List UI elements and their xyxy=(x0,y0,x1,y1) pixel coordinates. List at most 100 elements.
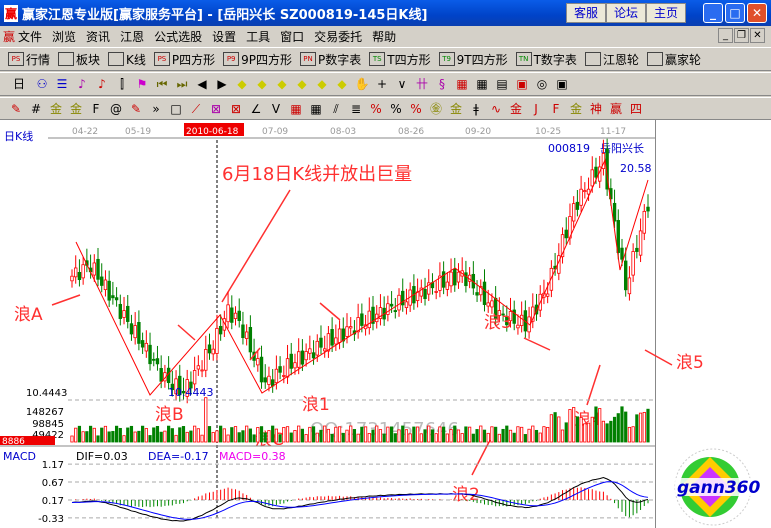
list-icon[interactable]: ☰ xyxy=(56,77,68,91)
pn-icon: PN xyxy=(300,52,317,66)
gold6-icon[interactable]: 金 xyxy=(569,101,582,116)
toolbar-item-6[interactable]: TS T四方形 xyxy=(369,51,431,68)
win-icon[interactable]: 赢 xyxy=(609,101,622,116)
four-icon[interactable]: 四 xyxy=(629,101,642,116)
right-icon[interactable]: ▶ xyxy=(217,77,227,91)
chart-area[interactable] xyxy=(0,120,656,528)
zoom-h-icon[interactable]: ◆ xyxy=(277,77,287,91)
eraser-icon[interactable]: ✎ xyxy=(130,101,142,116)
toolbar-item-3[interactable]: PS P四方形 xyxy=(153,51,215,68)
gold4-icon[interactable]: 金 xyxy=(449,101,462,116)
toolbar-item-4[interactable]: P9 9P四方形 xyxy=(223,51,292,68)
zoom-out-icon[interactable]: ◆ xyxy=(317,77,327,91)
fan-icon[interactable]: ⟋ xyxy=(191,101,201,116)
menu-window[interactable]: 窗口 xyxy=(280,29,305,44)
line-icon[interactable]: ∨ xyxy=(397,77,407,91)
percent-icon[interactable]: % xyxy=(370,101,382,116)
percent2-icon[interactable]: % xyxy=(390,101,402,116)
grid-lines-icon[interactable]: # xyxy=(30,101,42,116)
menu-file[interactable]: 文件 xyxy=(18,29,43,44)
bar-icon[interactable]: ♪ xyxy=(78,77,86,91)
menu-browse[interactable]: 浏览 xyxy=(52,29,77,44)
parallel-icon[interactable]: ⫽ xyxy=(333,101,339,116)
v-icon[interactable]: V xyxy=(271,101,281,116)
candle xyxy=(482,281,487,305)
indicator-icon[interactable]: ⚇ xyxy=(36,77,48,91)
menu-trade[interactable]: 交易委托 xyxy=(314,29,363,44)
more-icon[interactable]: » xyxy=(152,101,160,116)
spiral-icon[interactable]: @ xyxy=(110,101,122,116)
gann-grid-icon[interactable]: ⊠ xyxy=(230,101,242,116)
menu-formula[interactable]: 公式选股 xyxy=(154,29,203,44)
tool1-icon[interactable]: 卄 xyxy=(415,77,428,91)
last-icon[interactable]: ⏭ xyxy=(176,77,188,91)
maximize-icon[interactable]: □ xyxy=(725,3,745,23)
calculator-icon[interactable]: ▦ xyxy=(476,77,488,91)
gold1-icon[interactable]: 金 xyxy=(49,101,62,116)
volume-bar xyxy=(475,429,479,443)
forum-button[interactable]: 论坛 xyxy=(606,3,646,23)
crosshair-icon[interactable]: + xyxy=(376,77,388,91)
minimize-icon[interactable]: _ xyxy=(703,3,723,23)
toolbar-item-5[interactable]: PN P数字表 xyxy=(300,51,361,68)
calendar-icon[interactable]: ▦ xyxy=(456,77,468,91)
tool2-icon[interactable]: § xyxy=(439,77,445,91)
f2-icon[interactable]: F xyxy=(552,101,560,116)
zoom-all-icon[interactable]: ◆ xyxy=(337,77,347,91)
menu-gann[interactable]: 江恩 xyxy=(120,29,145,44)
notes-icon[interactable]: ▤ xyxy=(496,77,508,91)
god-icon[interactable]: 神 xyxy=(589,101,602,116)
volume-bar xyxy=(111,431,115,443)
mdi-minimize-icon[interactable]: _ xyxy=(718,28,733,43)
f-icon[interactable]: F xyxy=(92,101,100,116)
square9-icon[interactable]: ▦ xyxy=(310,101,322,116)
flag-icon[interactable]: ⚑ xyxy=(136,77,148,91)
square-grid-icon[interactable]: ▦ xyxy=(290,101,302,116)
menu-tools[interactable]: 工具 xyxy=(246,29,271,44)
network-icon[interactable]: ◎ xyxy=(536,77,548,91)
menu-settings[interactable]: 设置 xyxy=(212,29,237,44)
toolbar-item-9[interactable]: 江恩轮 xyxy=(584,51,639,68)
volume-bar xyxy=(341,432,345,443)
gann-box-icon[interactable]: ⊠ xyxy=(210,101,222,116)
candle-type-icon[interactable]: ⫿ xyxy=(120,77,124,91)
tool3-icon[interactable]: ǂ xyxy=(473,101,479,116)
volume-bar xyxy=(222,428,226,443)
toolbar-item-0[interactable]: PS 行情 xyxy=(8,51,50,68)
lock-icon[interactable]: ▣ xyxy=(556,77,568,91)
toolbar-item-7[interactable]: T9 9T四方形 xyxy=(438,51,508,68)
gold5-icon[interactable]: 金 xyxy=(509,101,522,116)
angle-icon[interactable]: ∠ xyxy=(250,101,262,116)
nav-left-icon[interactable]: ◆ xyxy=(237,77,247,91)
toolbar-item-8[interactable]: TN T数字表 xyxy=(515,51,577,68)
kline-chart[interactable]: 日K线 04-22 05-19 2010-06-18 07-09 08-03 08-26 0… xyxy=(0,120,771,528)
percent3-icon[interactable]: % xyxy=(410,101,422,116)
ruler-icon[interactable]: ≣ xyxy=(350,101,362,116)
wave-icon[interactable]: ∿ xyxy=(490,101,502,116)
service-button[interactable]: 客服 xyxy=(566,3,606,23)
period-select[interactable]: 日 xyxy=(12,77,25,91)
j-icon[interactable]: J xyxy=(534,101,538,116)
menu-info[interactable]: 资讯 xyxy=(86,29,111,44)
menu-help[interactable]: 帮助 xyxy=(372,29,397,44)
toolbar-item-1[interactable]: 板块 xyxy=(58,51,100,68)
box-icon[interactable]: □ xyxy=(170,101,182,116)
toolbar-item-10[interactable]: 赢家轮 xyxy=(646,51,701,68)
candle xyxy=(508,311,513,322)
toolbar-item-2[interactable]: K线 xyxy=(108,51,146,68)
mdi-restore-icon[interactable]: ❐ xyxy=(734,28,749,43)
close-icon[interactable]: ✕ xyxy=(747,3,767,23)
pen-icon[interactable]: ✎ xyxy=(10,101,22,116)
gold3-icon[interactable]: ㊎ xyxy=(429,101,442,116)
bar9-icon[interactable]: ♪ xyxy=(98,77,106,91)
candle-icon xyxy=(108,52,125,66)
first-icon[interactable]: ⏮ xyxy=(156,77,168,91)
hand-icon[interactable]: ✋ xyxy=(354,77,370,91)
nav-right-icon[interactable]: ◆ xyxy=(257,77,267,91)
mdi-close-icon[interactable]: ✕ xyxy=(750,28,765,43)
gold2-icon[interactable]: 金 xyxy=(69,101,82,116)
homepage-button[interactable]: 主页 xyxy=(646,3,686,23)
save-icon[interactable]: ▣ xyxy=(516,77,528,91)
zoom-in-icon[interactable]: ◆ xyxy=(297,77,307,91)
left-icon[interactable]: ◀ xyxy=(197,77,207,91)
